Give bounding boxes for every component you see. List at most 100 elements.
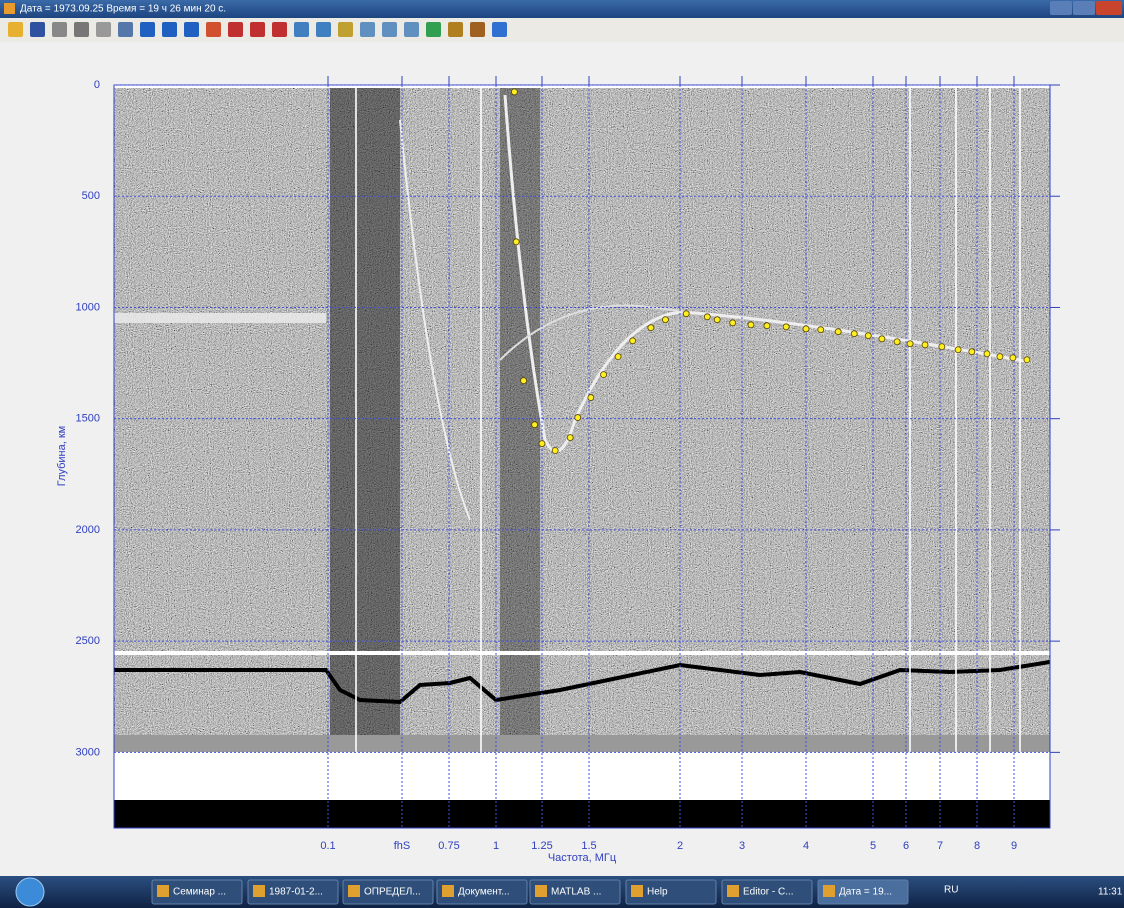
taskbar-icon: [253, 885, 265, 897]
x-tick-label: 4: [803, 840, 809, 852]
toolbar-icons: [8, 22, 507, 37]
data-point: [539, 441, 545, 447]
toolbar-button[interactable]: [118, 22, 133, 37]
toolbar-button[interactable]: [448, 22, 463, 37]
taskbar-icon: [157, 885, 169, 897]
taskbar-item-label: MATLAB ...: [551, 887, 601, 898]
data-point: [615, 354, 621, 360]
toolbar-button[interactable]: [382, 22, 397, 37]
data-point: [969, 349, 975, 355]
app-icon: [4, 3, 15, 14]
x-tick-label: 2: [677, 840, 683, 852]
data-point: [630, 338, 636, 344]
toolbar-button[interactable]: [360, 22, 375, 37]
taskbar-item-label: 1987-01-2...: [269, 887, 323, 898]
y-tick-label: 1500: [76, 413, 100, 425]
plot: Глубина, км Частота, МГц 050010001500200…: [56, 76, 1060, 864]
data-point: [513, 239, 519, 245]
toolbar-button[interactable]: [294, 22, 309, 37]
y-tick-label: 2000: [76, 524, 100, 536]
toolbar-button[interactable]: [228, 22, 243, 37]
toolbar-button[interactable]: [96, 22, 111, 37]
x-tick-label: 0.75: [438, 840, 459, 852]
taskbar-item-label: Editor - C...: [743, 887, 794, 898]
toolbar-button[interactable]: [250, 22, 265, 37]
x-tick-label: fhS: [394, 840, 411, 852]
toolbar-button[interactable]: [404, 22, 419, 37]
y-tick-label: 3000: [76, 746, 100, 758]
data-point: [532, 422, 538, 428]
x-tick-label: 5: [870, 840, 876, 852]
toolbar-button[interactable]: [8, 22, 23, 37]
data-point: [552, 447, 558, 453]
data-point: [818, 327, 824, 333]
toolbar-button[interactable]: [492, 22, 507, 37]
taskbar-items: Семинар ... 1987-01-2... ОПРЕДЕЛ... Докумен…: [152, 880, 908, 904]
taskbar-item-label: Дата = 19...: [839, 887, 892, 898]
toolbar-button[interactable]: [206, 22, 221, 37]
toolbar-button[interactable]: [74, 22, 89, 37]
data-point: [865, 333, 871, 339]
language-indicator[interactable]: RU: [944, 885, 958, 896]
taskbar-icon: [823, 885, 835, 897]
ionogram-image: [114, 88, 1050, 752]
data-point: [730, 320, 736, 326]
data-point: [922, 342, 928, 348]
data-point: [601, 372, 607, 378]
toolbar-button[interactable]: [338, 22, 353, 37]
taskbar-item-label: Help: [647, 887, 668, 898]
toolbar-button[interactable]: [272, 22, 287, 37]
y-axis-label: Глубина, км: [56, 426, 68, 487]
data-point: [851, 331, 857, 337]
y-tick-label: 2500: [76, 635, 100, 647]
data-point: [879, 336, 885, 342]
data-point: [648, 325, 654, 331]
toolbar-button[interactable]: [426, 22, 441, 37]
taskbar-icon: [442, 885, 454, 897]
toolbar-button[interactable]: [316, 22, 331, 37]
x-tick-label: 9: [1011, 840, 1017, 852]
data-point: [748, 322, 754, 328]
maximize-button[interactable]: [1073, 1, 1095, 15]
toolbar-button[interactable]: [30, 22, 45, 37]
x-tick-label: 1.25: [531, 840, 552, 852]
data-point: [894, 339, 900, 345]
data-point: [955, 347, 961, 353]
toolbar-button[interactable]: [162, 22, 177, 37]
y-tick-label: 0: [94, 79, 100, 91]
x-tick-label: 6: [903, 840, 909, 852]
toolbar-button[interactable]: [52, 22, 67, 37]
data-point: [662, 317, 668, 323]
x-axis-label: Частота, МГц: [548, 852, 617, 864]
taskbar-icon: [631, 885, 643, 897]
x-tick-label: 3: [739, 840, 745, 852]
start-button[interactable]: [16, 878, 44, 906]
data-point: [683, 311, 689, 317]
data-point: [704, 314, 710, 320]
data-point: [714, 317, 720, 323]
clock: 11:31: [1098, 887, 1123, 898]
taskbar-item-label: Семинар ...: [173, 887, 226, 898]
data-point: [783, 324, 789, 330]
x-tick-label: 8: [974, 840, 980, 852]
x-tick-label: 1: [493, 840, 499, 852]
taskbar-item-label: Документ...: [458, 887, 510, 898]
toolbar-button[interactable]: [140, 22, 155, 37]
data-point: [511, 89, 517, 95]
data-point: [567, 435, 573, 441]
x-tick-label: 7: [937, 840, 943, 852]
window-title: Дата = 1973.09.25 Время = 19 ч 26 мин 20…: [20, 4, 226, 15]
close-button[interactable]: [1096, 1, 1122, 15]
data-point: [1010, 355, 1016, 361]
data-point: [939, 344, 945, 350]
data-point: [575, 415, 581, 421]
taskbar-item-label: ОПРЕДЕЛ...: [364, 887, 421, 898]
taskbar-icon: [348, 885, 360, 897]
x-tick-label: 1.5: [581, 840, 596, 852]
toolbar-button[interactable]: [470, 22, 485, 37]
x-tick-label: 0.1: [320, 840, 335, 852]
data-point: [803, 326, 809, 332]
minimize-button[interactable]: [1050, 1, 1072, 15]
taskbar-icon: [727, 885, 739, 897]
toolbar-button[interactable]: [184, 22, 199, 37]
